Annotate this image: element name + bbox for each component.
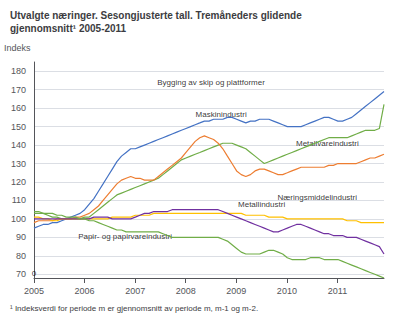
svg-text:110: 110	[12, 195, 26, 205]
svg-text:2010: 2010	[277, 286, 297, 296]
svg-text:140: 140	[11, 140, 26, 150]
svg-text:0: 0	[32, 269, 37, 278]
svg-text:Metallindustri: Metallindustri	[238, 200, 285, 209]
svg-text:100: 100	[11, 214, 26, 224]
svg-text:Næringsmiddelindustri: Næringsmiddelindustri	[277, 193, 357, 202]
svg-text:2005: 2005	[24, 286, 44, 296]
svg-text:120: 120	[11, 177, 26, 187]
svg-text:80: 80	[16, 251, 26, 261]
svg-text:150: 150	[11, 122, 26, 132]
svg-text:90: 90	[16, 232, 26, 242]
svg-text:180: 180	[11, 66, 26, 76]
svg-text:2006: 2006	[75, 286, 95, 296]
svg-text:Papir- og papirvareindustri: Papir- og papirvareindustri	[78, 232, 172, 241]
svg-text:Maskinindustri: Maskinindustri	[196, 110, 247, 119]
svg-text:Bygging av skip og plattformer: Bygging av skip og plattformer	[157, 78, 265, 87]
svg-text:170: 170	[11, 85, 26, 95]
svg-text:70: 70	[16, 269, 26, 279]
svg-text:130: 130	[11, 159, 26, 169]
svg-text:Utvalgte næringer. Sesongjuste: Utvalgte næringer. Sesongjusterte tall. …	[10, 10, 302, 21]
svg-text:gjennomsnitt¹ 2005-2011: gjennomsnitt¹ 2005-2011	[10, 23, 127, 34]
svg-text:2009: 2009	[226, 286, 246, 296]
svg-text:2007: 2007	[125, 286, 145, 296]
svg-text:¹ Indeksverdi for periode m er: ¹ Indeksverdi for periode m er gjennomsn…	[10, 304, 258, 313]
svg-text:2011: 2011	[328, 286, 347, 296]
svg-text:160: 160	[11, 103, 26, 113]
svg-text:Metallvareindustri: Metallvareindustri	[296, 139, 359, 149]
svg-text:Indeks: Indeks	[4, 43, 31, 53]
svg-text:2008: 2008	[176, 286, 196, 296]
